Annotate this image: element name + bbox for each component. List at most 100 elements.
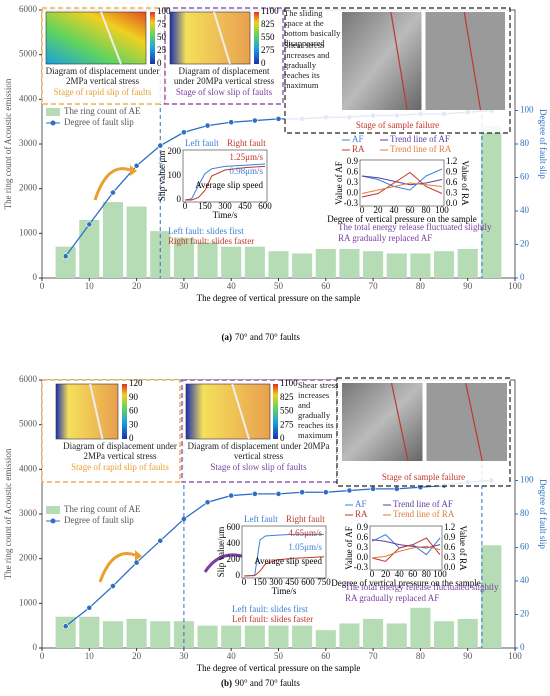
slip-point — [204, 122, 211, 129]
inset-y-tick-label: 600 — [227, 522, 241, 532]
x-tick-label: 30 — [179, 651, 189, 661]
slip-speed: 4.65μm/s — [288, 528, 322, 538]
legend-swatch — [46, 108, 60, 116]
bar — [386, 623, 407, 648]
bar — [79, 616, 100, 648]
inset-y-tick-label: 0.3 — [357, 542, 369, 552]
y2-axis-label: Degree of fault slip — [538, 479, 548, 549]
slip-point — [204, 499, 211, 506]
inset-legend-label: Trend line of RA — [390, 144, 452, 154]
afra-note: The total energy release fluctuated slig… — [345, 582, 499, 592]
colorbar-label: 825 — [261, 19, 275, 29]
contour-plot — [185, 383, 271, 440]
inset-x-tick-label: 40 — [395, 569, 405, 579]
bar — [102, 202, 124, 278]
panel-title: Diagram of displacement under 20MPa vert… — [187, 441, 330, 461]
y-axis-label: The ring count of Acoustic emission — [3, 78, 13, 209]
bar — [363, 618, 384, 648]
slip-point — [299, 489, 306, 496]
x-tick-label: 70 — [369, 281, 379, 291]
bar — [292, 625, 313, 648]
y-tick-label: 3000 — [19, 508, 38, 518]
x-tick-label: 60 — [321, 281, 331, 291]
x-tick-label: 90 — [463, 281, 473, 291]
afra-line — [371, 537, 441, 562]
stage-label: Stage of rapid slip of faults — [53, 87, 152, 97]
y2-tick-label: 0 — [520, 272, 525, 282]
caption: 70° and 70° faults — [235, 332, 300, 342]
inset-x-tick-label: 450 — [238, 201, 252, 211]
bar — [292, 253, 313, 278]
colorbar-label: 30 — [129, 419, 139, 429]
colorbar — [122, 384, 127, 439]
colorbar-label: 1100 — [261, 6, 279, 16]
inset-legend-label: AF — [352, 134, 364, 144]
bar — [433, 251, 455, 278]
inset-x-tick-label: 0 — [360, 205, 365, 215]
inset-legend-label: AF — [355, 499, 367, 509]
bar — [410, 607, 431, 648]
x-tick-label: 0 — [40, 651, 45, 661]
slip-point — [251, 490, 258, 497]
inset-y2-tick-label: 0.6 — [444, 542, 456, 552]
y2-tick-label: 60 — [520, 172, 530, 182]
inset-x-tick-label: 60 — [406, 205, 416, 215]
inset-y-tick-label: 0.9 — [357, 522, 369, 532]
sample-photo — [342, 12, 422, 110]
colorbar-label: 120 — [129, 378, 143, 388]
slip-point — [133, 162, 140, 169]
bar — [244, 246, 265, 278]
trend-arrow — [93, 167, 131, 201]
caption-label: (b) — [221, 678, 232, 688]
slip-frame — [182, 149, 268, 203]
slip-point — [110, 583, 116, 589]
contour-plot — [169, 11, 251, 65]
bar — [55, 616, 76, 648]
afra-line — [361, 168, 443, 191]
inset-x-tick-label: 150 — [198, 201, 212, 211]
sample-photo — [426, 383, 507, 461]
slip-point — [370, 485, 376, 492]
failure-label: Stage of sample failure — [355, 120, 440, 130]
x-tick-label: 100 — [508, 651, 522, 661]
bar — [126, 618, 147, 648]
y2-tick-label: 80 — [520, 138, 530, 148]
bar — [433, 621, 455, 648]
y-tick-label: 4000 — [19, 93, 38, 103]
legend-marker — [50, 518, 56, 524]
inset-y2-label: Value of RA — [460, 161, 470, 206]
sample-photo — [342, 383, 423, 461]
inset-x-label: Degree of vertical pressure on the sampl… — [331, 578, 480, 588]
slip-speed: 1.05μm/s — [288, 542, 322, 552]
colorbar-label: 825 — [280, 392, 294, 402]
arrow-head — [130, 165, 137, 176]
x-tick-label: 30 — [179, 281, 189, 291]
bar — [126, 206, 147, 278]
inset-y-tick-label: 0.6 — [347, 167, 359, 177]
x-tick-label: 50 — [274, 651, 284, 661]
slip-line — [243, 556, 325, 577]
contour-plot — [55, 383, 119, 440]
y2-tick-label: 20 — [520, 239, 530, 249]
slip-line — [184, 163, 266, 201]
slip-point — [157, 537, 164, 544]
slip-point — [110, 189, 116, 196]
y2-tick-label: 100 — [520, 475, 534, 485]
legend-label: Degree of fault slip — [64, 117, 134, 127]
bar — [150, 621, 171, 648]
x-tick-label: 20 — [132, 281, 142, 291]
x-tick-label: 10 — [85, 651, 95, 661]
inset-y2-tick-label: 0.9 — [444, 532, 456, 542]
slip-point — [62, 623, 69, 630]
bar — [315, 248, 336, 278]
stage-label: Stage of slow slip of faults — [175, 87, 273, 97]
inset-y2-tick-label: 0.3 — [446, 188, 458, 198]
afra-line — [361, 175, 443, 186]
caption: 90° and 70° faults — [235, 678, 300, 688]
inset-y2-tick-label: 0.0 — [446, 198, 458, 208]
caption-label: (a) — [222, 332, 233, 342]
bar — [221, 625, 242, 648]
colorbar — [150, 12, 155, 64]
afra-frame — [369, 525, 443, 571]
inset-y-tick-label: 100 — [168, 170, 182, 180]
